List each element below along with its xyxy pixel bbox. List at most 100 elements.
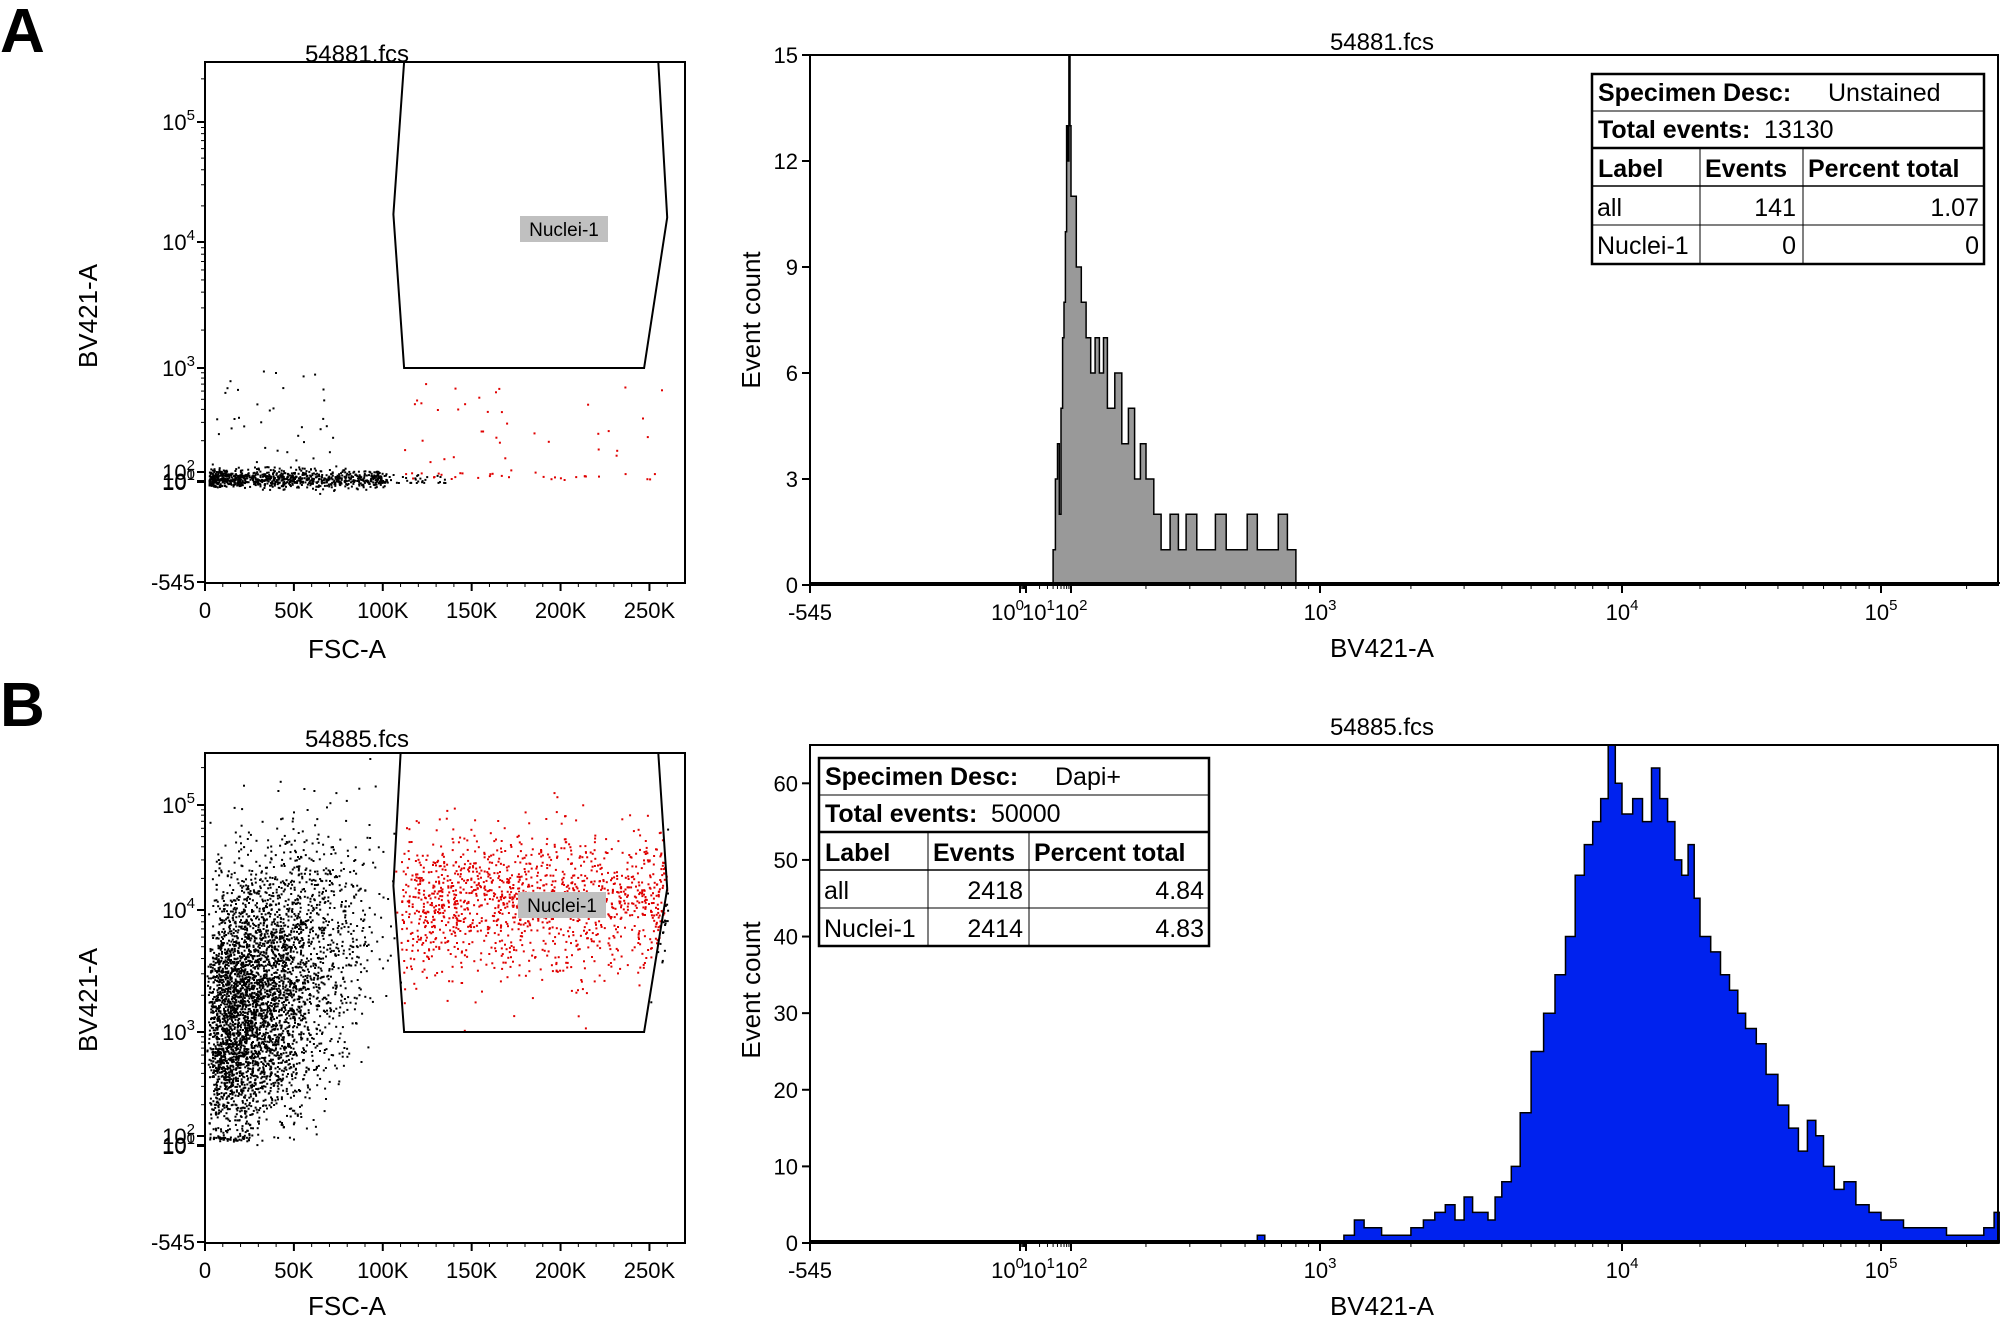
event-dot — [303, 1048, 305, 1051]
event-dot — [238, 1050, 241, 1053]
event-dot — [212, 476, 215, 479]
event-dot — [257, 1042, 260, 1045]
event-dot — [239, 957, 242, 960]
event-dot — [257, 890, 260, 893]
event-dot — [253, 975, 256, 978]
event-dot — [219, 948, 222, 951]
event-dot — [283, 1048, 286, 1051]
event-dot — [404, 449, 407, 452]
event-dot — [225, 1106, 228, 1109]
event-dot — [243, 939, 246, 942]
event-dot — [221, 1096, 224, 1099]
event-dot — [229, 1036, 232, 1039]
event-dot — [316, 1084, 319, 1087]
event-dot — [229, 479, 232, 482]
event-dot — [288, 978, 291, 981]
event-dot — [338, 1037, 341, 1040]
event-dot — [230, 904, 232, 907]
event-dot — [231, 1045, 234, 1048]
event-dot — [294, 938, 297, 941]
event-dot — [275, 372, 277, 374]
event-dot — [302, 942, 305, 945]
event-dot — [319, 950, 322, 953]
event-dot — [283, 930, 286, 933]
event-dot — [213, 899, 216, 902]
event-dot — [228, 926, 231, 929]
event-dot — [289, 871, 292, 874]
event-dot — [375, 486, 378, 489]
event-dot — [267, 1005, 269, 1008]
event-dot — [273, 938, 276, 941]
event-dot — [300, 949, 303, 952]
event-dot — [299, 897, 302, 900]
event-dot — [233, 981, 236, 984]
event-dot — [234, 1115, 237, 1118]
event-dot — [266, 466, 269, 469]
event-dot — [334, 981, 337, 984]
event-dot — [330, 846, 333, 849]
event-dot — [230, 1039, 233, 1042]
event-dot — [274, 1081, 277, 1084]
event-dot — [240, 927, 243, 930]
event-dot — [212, 975, 215, 978]
event-dot — [300, 920, 303, 923]
event-dot — [246, 886, 249, 889]
event-dot — [280, 1009, 283, 1012]
event-dot — [287, 909, 290, 911]
event-dot — [223, 910, 226, 913]
event-dot — [292, 828, 295, 831]
event-dot — [231, 1091, 234, 1093]
event-dot — [284, 482, 287, 485]
event-dot — [244, 941, 247, 943]
event-dot — [292, 478, 295, 481]
event-dot — [334, 476, 337, 479]
event-dot — [261, 898, 264, 901]
event-dot — [382, 486, 385, 489]
event-dot — [266, 1011, 269, 1014]
event-dot — [249, 890, 252, 892]
event-dot — [245, 473, 248, 476]
event-dot — [291, 1004, 294, 1007]
event-dot — [327, 835, 330, 838]
event-dot — [317, 966, 320, 969]
event-dot — [289, 994, 292, 997]
event-dot — [290, 479, 293, 482]
event-dot — [289, 1053, 292, 1055]
event-dot — [303, 978, 306, 981]
event-dot — [216, 989, 219, 992]
event-dot — [307, 970, 310, 973]
event-dot — [208, 991, 211, 994]
event-dot — [282, 965, 285, 968]
event-dot — [269, 883, 272, 886]
event-dot — [271, 1097, 273, 1100]
event-dot — [212, 1137, 215, 1140]
event-dot — [267, 945, 270, 948]
event-dot — [264, 446, 267, 449]
event-dot — [276, 1024, 278, 1027]
event-dot — [597, 432, 600, 435]
event-dot — [330, 473, 333, 476]
event-dot — [345, 957, 348, 959]
event-dot — [298, 477, 300, 480]
event-dot — [227, 1005, 230, 1008]
event-dot — [213, 471, 216, 474]
event-dot — [269, 886, 272, 889]
event-dot — [268, 977, 271, 980]
event-dot — [250, 1127, 253, 1130]
event-dot — [250, 937, 253, 940]
event-dot — [328, 1022, 331, 1025]
event-dot — [212, 1108, 215, 1111]
event-dot — [302, 929, 305, 931]
event-dot — [237, 482, 240, 485]
event-dot — [219, 1140, 222, 1143]
event-dot — [274, 1067, 277, 1070]
event-dot — [322, 1069, 325, 1072]
event-dot — [228, 1029, 230, 1032]
event-dot — [265, 905, 267, 907]
event-dot — [232, 1021, 234, 1024]
event-dot — [288, 1081, 291, 1084]
event-dot — [243, 941, 246, 944]
event-dot — [288, 482, 291, 485]
event-dot — [295, 1013, 298, 1016]
event-dot — [252, 974, 255, 976]
